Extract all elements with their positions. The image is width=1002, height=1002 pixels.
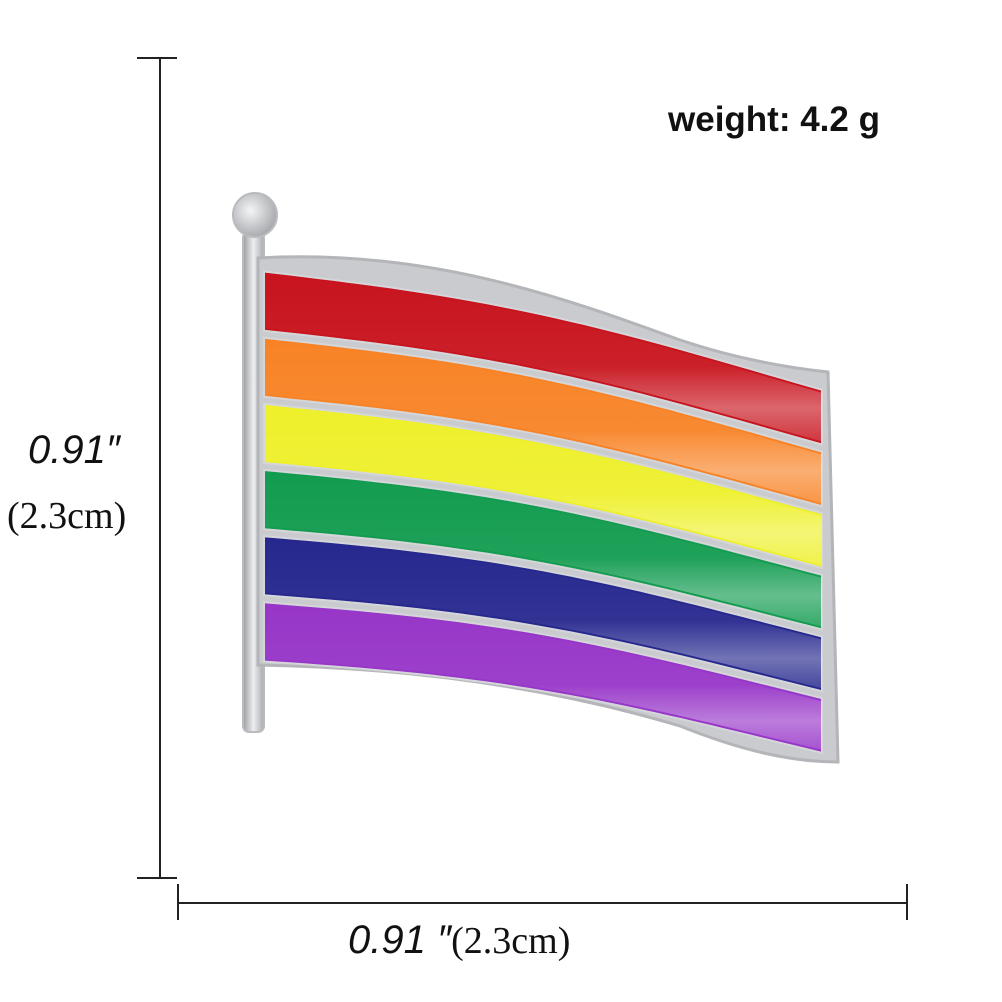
flag-stripe-gloss-green	[264, 473, 822, 627]
height-dimension-line	[137, 57, 177, 879]
height-cm-label: (2.3cm)	[7, 495, 127, 537]
flag-stripe-gloss-red	[264, 274, 822, 442]
width-dimension-line	[177, 884, 908, 920]
width-inch-label: 0.91 ″	[348, 918, 452, 962]
width-cm-label: (2.3cm)	[451, 920, 571, 962]
flag-stripe-gloss-blue	[264, 539, 822, 689]
height-inch-label: 0.91″	[28, 428, 121, 472]
pole-finial	[232, 192, 278, 238]
flag-stripe-gloss-yellow	[264, 406, 822, 565]
flag-stripe-gloss-purple	[264, 605, 822, 750]
weight-label: weight: 4.2 g	[668, 100, 880, 139]
flag-stripe-gloss-orange	[264, 340, 822, 504]
width-label: 0.91 ″(2.3cm)	[348, 918, 570, 963]
